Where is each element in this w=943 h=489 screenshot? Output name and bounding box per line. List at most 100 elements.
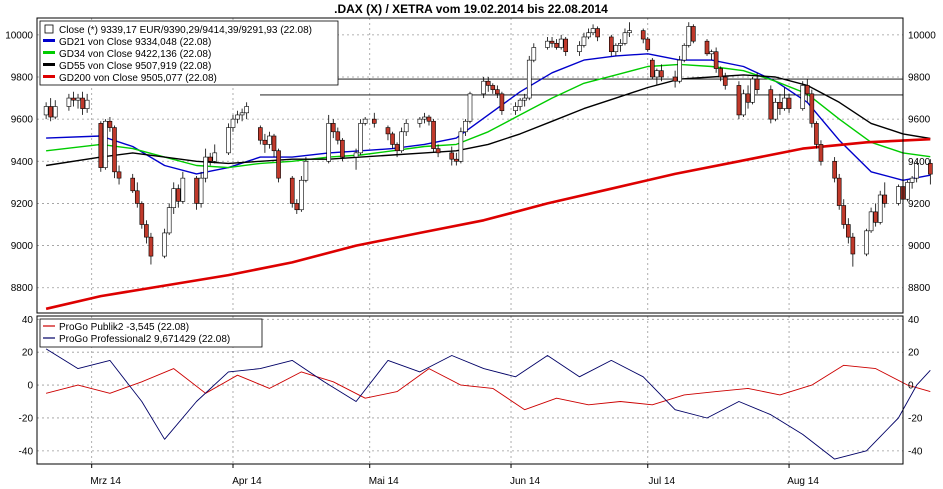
candle: [786, 93, 792, 113]
candle: [130, 173, 136, 193]
candle: [417, 117, 423, 128]
candle: [618, 39, 623, 52]
candle: [75, 93, 81, 109]
candle: [928, 159, 933, 185]
candle-body-up: [622, 32, 628, 44]
oscillator-legend-label: ProGo Professional2 9,671429 (22.08): [59, 334, 230, 345]
candle-body-down: [804, 85, 810, 95]
price-y-tick-left: 9200: [11, 199, 34, 210]
candle: [326, 114, 332, 164]
candle-body-up: [864, 230, 869, 255]
candle-body-down: [207, 156, 213, 162]
moving-average-line: [45, 74, 931, 167]
candle: [463, 119, 468, 136]
candle-body-up: [467, 93, 473, 122]
candle-body-up: [75, 97, 81, 101]
price-y-tick-right: 9200: [908, 199, 931, 210]
candle-body-up: [212, 152, 218, 162]
candle-body-up: [741, 93, 746, 116]
candle: [877, 190, 883, 225]
candle: [394, 142, 400, 158]
candle: [385, 125, 391, 141]
candle: [882, 182, 888, 208]
candle: [481, 77, 486, 99]
candle-body-up: [362, 118, 368, 124]
candle: [239, 108, 245, 122]
candle-body-up: [166, 207, 172, 234]
oscillator-y-tick-left: 20: [22, 348, 34, 359]
price-y-tick-left: 9400: [11, 157, 34, 168]
candle-body-up: [914, 163, 919, 179]
candle-body-up: [358, 123, 363, 154]
candle-body-up: [686, 26, 692, 46]
legend-swatch-line: [43, 63, 55, 66]
candle: [691, 24, 696, 44]
candle-body-up: [586, 32, 591, 38]
price-legend-label: GD34 von Close 9422,136 (22.08): [59, 49, 211, 60]
price-legend-label: Close (*) 9339,17 EUR/9390,29/9414,39/92…: [59, 25, 312, 36]
candle: [558, 34, 564, 50]
candle: [449, 146, 455, 166]
candle-body-down: [563, 38, 569, 53]
candle: [422, 112, 427, 124]
candle: [267, 131, 272, 149]
candle-body-down: [258, 127, 263, 141]
candle: [896, 184, 901, 206]
candle: [713, 47, 719, 73]
candle: [722, 72, 728, 90]
candle: [590, 24, 596, 35]
candle-body-down: [608, 36, 614, 53]
candle-body-up: [531, 47, 537, 61]
price-series: [45, 53, 931, 311]
candle: [577, 41, 582, 56]
price-legend-label: GD21 von Close 9334,048 (22.08): [59, 37, 211, 48]
candle: [435, 144, 441, 158]
candle: [244, 102, 249, 120]
candle-body-up: [877, 194, 883, 223]
candle: [353, 148, 359, 170]
candle-body-down: [294, 203, 300, 211]
price-y-tick-right: 8800: [908, 283, 931, 294]
oscillator-frame: [36, 315, 904, 465]
candle-body-up: [417, 118, 423, 124]
candle-body-down: [777, 101, 783, 109]
candle: [864, 228, 869, 257]
candle-body-down: [650, 59, 655, 78]
oscillator-y-tick-right: 0: [908, 381, 914, 392]
candle: [112, 125, 117, 179]
candle: [777, 93, 783, 115]
candle-body-up: [517, 99, 523, 107]
candle-body-up: [66, 97, 72, 107]
candle: [198, 171, 204, 208]
candle: [358, 119, 363, 155]
candle: [294, 199, 300, 214]
candle: [134, 182, 140, 208]
candle-body-down: [454, 158, 459, 162]
candle-body-down: [390, 133, 395, 145]
candle: [175, 184, 181, 208]
price-y-tick-right: 9800: [908, 73, 931, 84]
candle: [841, 199, 847, 229]
candle: [608, 34, 614, 56]
candle-body-up: [458, 131, 464, 162]
candle-body-up: [545, 40, 550, 48]
x-tick-label: Mai 14: [369, 476, 399, 487]
candle: [549, 36, 555, 48]
candle: [531, 43, 537, 63]
x-axis: Mrz 14 Apr 14 Mai 14 Jun 14 Jul 14 Aug 14: [90, 464, 819, 487]
candle-body-down: [722, 76, 728, 86]
candle: [148, 232, 154, 265]
legend-swatch-box: [44, 24, 54, 34]
oscillator-axis: 40 40 20 20 0 0 -20 -20 -40 -40: [19, 315, 923, 458]
candle: [818, 140, 824, 166]
candle: [517, 98, 523, 111]
candle-body-up: [180, 177, 186, 202]
candle: [613, 43, 619, 56]
candle: [513, 102, 518, 115]
candle-body-down: [490, 85, 496, 90]
candle: [262, 133, 268, 153]
candle-body-up: [613, 45, 619, 53]
candle: [782, 87, 787, 111]
candle: [276, 148, 281, 183]
candle: [454, 152, 459, 166]
